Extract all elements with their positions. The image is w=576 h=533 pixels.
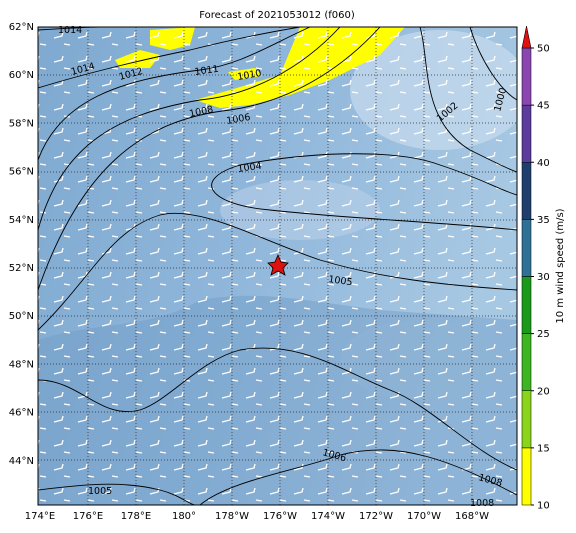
contour-label: 1005 bbox=[328, 274, 353, 288]
lon-label: 174°W bbox=[311, 511, 345, 522]
contour-label: 1005 bbox=[88, 486, 112, 497]
title: Forecast of 2021053012 (f060) bbox=[199, 10, 355, 21]
contour-label: 1008 bbox=[470, 498, 494, 509]
contour-label: 1006 bbox=[226, 112, 252, 127]
colorbar-extend bbox=[521, 25, 532, 49]
contour-label: 1010 bbox=[237, 68, 263, 83]
lon-label: 178°W bbox=[215, 511, 249, 522]
lat-label: 52°N bbox=[9, 263, 34, 274]
colorbar-segment bbox=[521, 447, 532, 506]
lon-label: 168°W bbox=[455, 511, 489, 522]
colorbar-segment bbox=[521, 162, 532, 220]
lat-label: 58°N bbox=[9, 118, 34, 129]
lat-label: 62°N bbox=[9, 22, 34, 33]
colorbar-tick-label: 25 bbox=[537, 329, 550, 340]
colorbar: 10 15 20 25 30 35 40 45 50 bbox=[521, 25, 550, 512]
lon-label: 176°W bbox=[263, 511, 297, 522]
colorbar-segment bbox=[521, 219, 532, 277]
map-area bbox=[38, 27, 517, 505]
contour-label: 1008 bbox=[188, 104, 214, 120]
lat-label: 50°N bbox=[9, 311, 34, 322]
colorbar-label: 10 m wind speed (m/s) bbox=[555, 208, 566, 323]
lat-label: 48°N bbox=[9, 359, 34, 370]
axes: 62°N 60°N 58°N 56°N 54°N 52°N 50°N 48°N 46°N 44°N… bbox=[9, 22, 489, 522]
colorbar-tick-label: 15 bbox=[537, 443, 550, 454]
lat-label: 56°N bbox=[9, 167, 34, 178]
lat-label: 44°N bbox=[9, 456, 34, 467]
lon-label: 172°W bbox=[359, 511, 393, 522]
contour-label: 1004 bbox=[237, 161, 262, 175]
lat-label: 60°N bbox=[9, 70, 34, 81]
colorbar-segment bbox=[521, 333, 532, 391]
colorbar-tick-label: 35 bbox=[537, 215, 550, 226]
colorbar-segment bbox=[521, 390, 532, 449]
lon-label: 174°E bbox=[25, 511, 55, 522]
colorbar-segment bbox=[521, 104, 532, 163]
lat-label: 46°N bbox=[9, 408, 34, 419]
lon-label: 170°W bbox=[407, 511, 441, 522]
colorbar-tick-label: 40 bbox=[537, 158, 550, 169]
lon-label: 180° bbox=[172, 511, 196, 522]
colorbar-tick-label: 45 bbox=[537, 101, 550, 112]
colorbar-tick-label: 10 bbox=[537, 501, 550, 512]
colorbar-tick-label: 50 bbox=[537, 44, 550, 55]
contour-label: 1011 bbox=[194, 64, 219, 78]
lon-label: 178°E bbox=[121, 511, 151, 522]
colorbar-segment bbox=[521, 276, 532, 334]
lon-label: 176°E bbox=[73, 511, 103, 522]
lat-label: 54°N bbox=[9, 215, 34, 226]
colorbar-tick-label: 30 bbox=[537, 272, 550, 283]
colorbar-segment bbox=[521, 47, 532, 106]
colorbar-tick-label: 20 bbox=[537, 386, 550, 397]
contour-label: 1014 bbox=[58, 25, 82, 36]
